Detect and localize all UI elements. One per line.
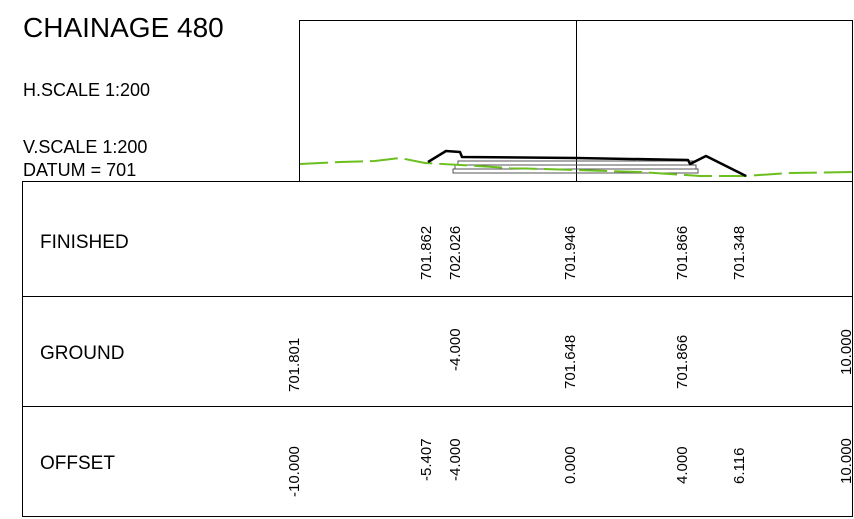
pavement-layer	[452, 168, 699, 174]
vertical-scale-label: V.SCALE 1:200	[23, 137, 148, 157]
row-label-finished: FINISHED	[40, 232, 129, 253]
finished-value: 701.946	[562, 226, 579, 280]
ground-value: 701.866	[674, 335, 691, 389]
datum-label: DATUM = 701	[23, 160, 137, 180]
offset-value: -10.000	[286, 446, 303, 497]
ground-value: 701.801	[286, 338, 303, 392]
pavement-layer	[457, 160, 694, 166]
finished-value: 702.026	[447, 226, 464, 280]
horizontal-scale-label: H.SCALE 1:200	[23, 80, 151, 100]
offset-value: -5.407	[418, 438, 435, 481]
row-label-ground: GROUND	[40, 343, 124, 364]
offset-value: 0.000	[562, 446, 579, 484]
ground-value: -4.000	[447, 328, 464, 371]
offset-value: 6.116	[731, 448, 748, 484]
finished-value: 701.862	[418, 226, 435, 280]
finished-value: 701.866	[674, 226, 691, 280]
offset-value: 4.000	[674, 446, 691, 484]
finished-line	[427, 149, 747, 178]
data-table-frame	[22, 181, 853, 517]
chainage-title: CHAINAGE 480	[23, 12, 224, 43]
table-grid	[22, 20, 853, 517]
finished-value: 701.348	[731, 226, 748, 280]
offset-value: -4.000	[447, 438, 464, 481]
row-label-offset: OFFSET	[40, 453, 115, 474]
ground-value: 10.000	[838, 329, 854, 375]
ground-value: 701.648	[562, 335, 579, 389]
offset-value: 10.000	[838, 438, 854, 484]
